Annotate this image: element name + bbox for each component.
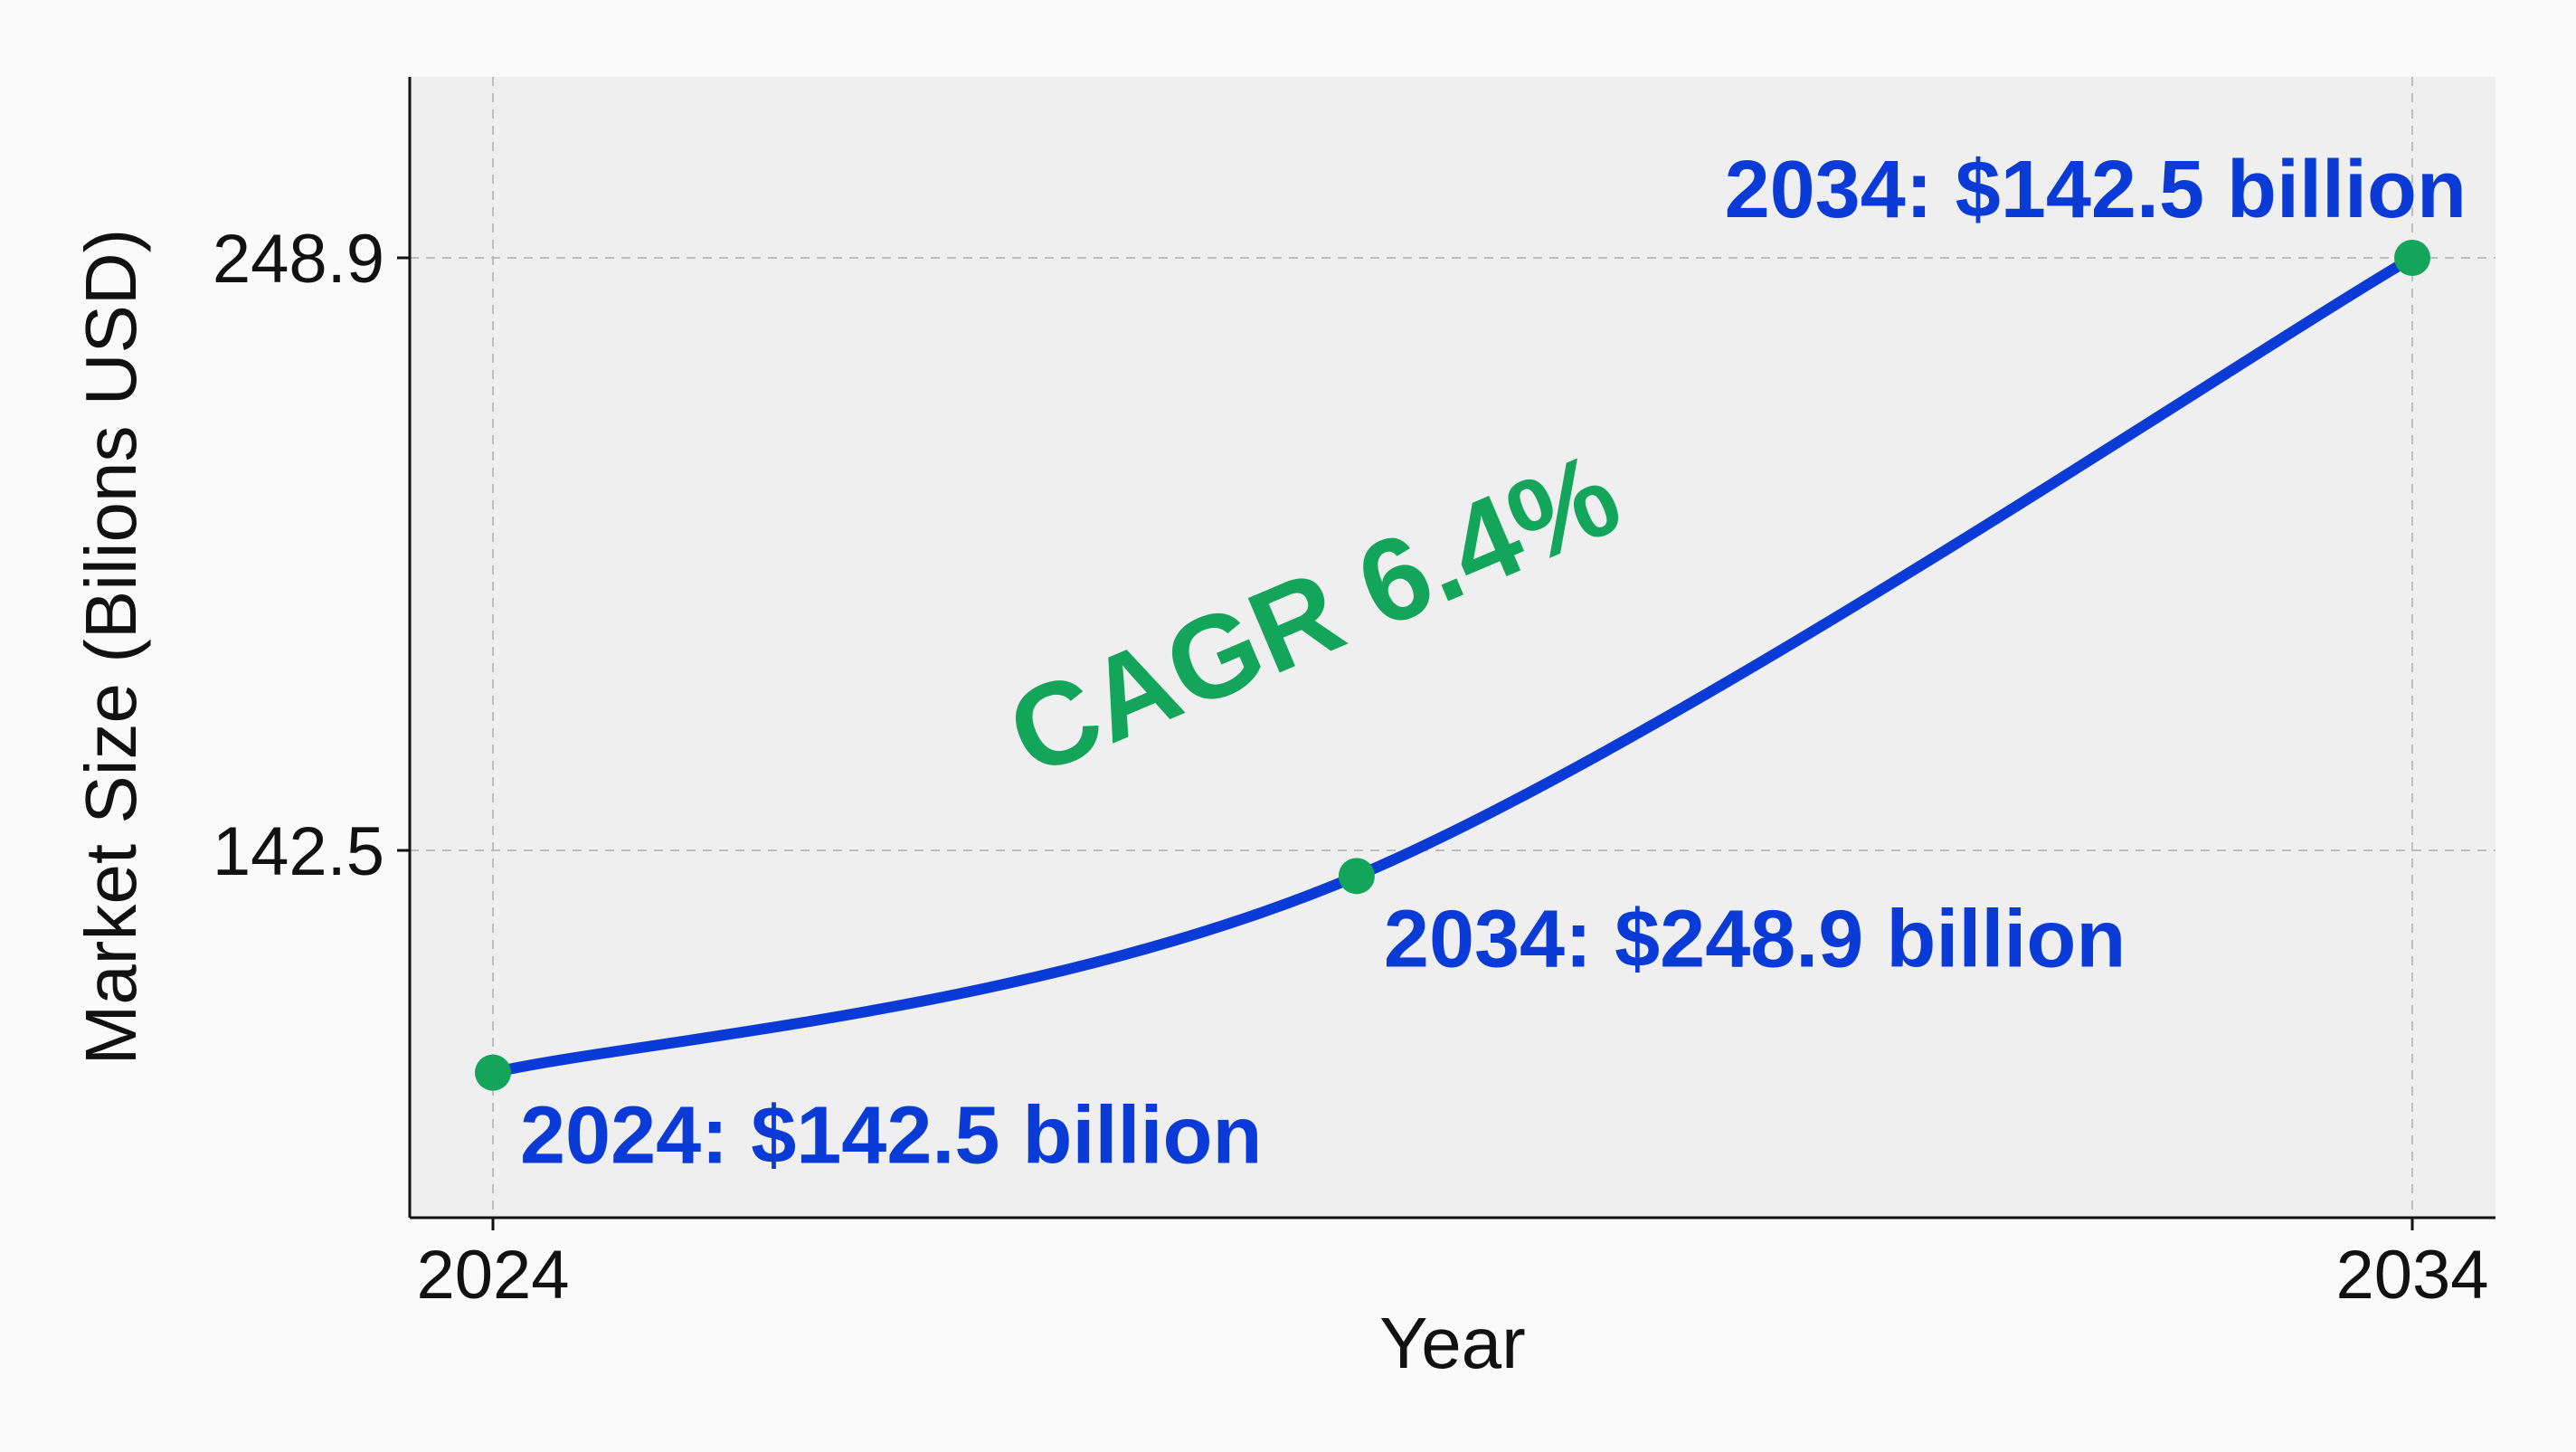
data-point <box>475 1054 511 1091</box>
y-tick-label: 248.9 <box>213 221 384 298</box>
y-axis-title: Market Size (Bilions USD) <box>71 229 151 1066</box>
data-annotation: 2024: $142.5 billion <box>520 1091 1262 1182</box>
data-point <box>2394 240 2430 276</box>
series <box>475 240 2430 1091</box>
x-tick-label: 2034 <box>2335 1237 2488 1314</box>
data-annotation: 2034: $142.5 billion <box>1725 145 2467 235</box>
axes <box>408 77 2496 1219</box>
data-point <box>1338 858 1375 895</box>
grid-lines <box>410 77 2496 1218</box>
tick-labels: 2024 2034 142.5 248.9 <box>213 221 2489 1314</box>
series-line <box>488 252 2418 1078</box>
y-tick-label: 142.5 <box>213 813 384 890</box>
plot-background <box>410 77 2496 1218</box>
data-annotation: 2034: $248.9 billion <box>1384 894 2126 984</box>
x-tick-label: 2024 <box>416 1237 569 1314</box>
x-axis-title: Year <box>1379 1303 1526 1383</box>
annotations: 2024: $142.5 billion 2034: $248.9 billion… <box>520 145 2467 1182</box>
